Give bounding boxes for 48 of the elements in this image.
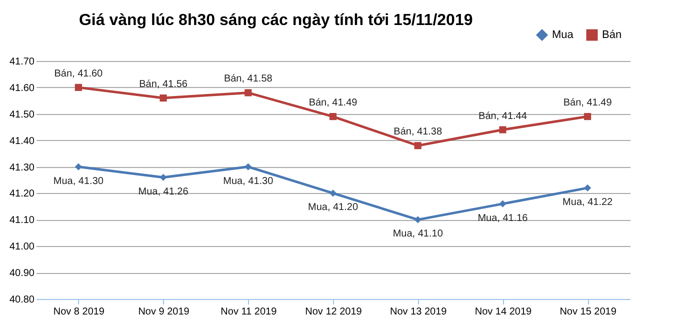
y-tick-label: 41.00 [9, 242, 35, 253]
y-tick-label: 40.80 [9, 294, 35, 306]
x-tick-label: Nov 14 2019 [474, 306, 532, 318]
y-tick-label: 41.60 [9, 82, 35, 94]
data-label: Bán, 41.49 [308, 98, 358, 109]
point [499, 126, 506, 134]
y-tick-label: 41.30 [9, 162, 35, 174]
data-label: Mua, 41.30 [223, 176, 274, 187]
x-tick-label: Nov 15 2019 [560, 306, 617, 318]
data-label: Bán, 41.56 [139, 79, 188, 90]
point [329, 190, 337, 197]
y-tick-label: 40.90 [9, 268, 35, 280]
y-tick-label: 41.50 [9, 109, 35, 120]
point [160, 94, 167, 102]
chart-title: Giá vàng lúc 8h30 sáng các ngày tính tới 15/11/2019 [78, 12, 473, 29]
x-tick-label: Nov 13 2019 [390, 306, 448, 318]
data-label: Bán, 41.44 [478, 110, 528, 122]
point [160, 174, 167, 181]
y-tick-label: 41.40 [9, 136, 35, 147]
data-label: Mua, 41.10 [392, 228, 444, 240]
data-label: Bán, 41.60 [54, 68, 104, 80]
point [329, 112, 337, 120]
point [74, 163, 82, 170]
legend-label: Bán [602, 29, 622, 41]
y-tick-label: 41.10 [9, 215, 35, 226]
data-label: Mua, 41.22 [562, 196, 614, 208]
point [499, 200, 506, 208]
legend-label: Mua [552, 29, 574, 41]
x-tick-label: Nov 11 2019 [220, 306, 278, 318]
data-label: Mua, 41.20 [308, 202, 358, 214]
y-tick-label: 41.70 [9, 56, 35, 68]
data-label: Mua, 41.16 [478, 212, 528, 224]
point [584, 112, 592, 120]
point [244, 89, 252, 96]
x-tick-label: Nov 12 2019 [305, 306, 362, 318]
data-label: Bán, 41.38 [394, 126, 442, 138]
data-label: Bán, 41.49 [563, 98, 612, 109]
point [74, 84, 82, 91]
y-tick-label: 41.20 [9, 188, 35, 200]
data-label: Mua, 41.26 [138, 186, 189, 198]
point [414, 216, 422, 224]
data-label: Mua, 41.30 [53, 176, 104, 187]
x-tick-label: Nov 8 2019 [53, 306, 105, 318]
data-label: Bán, 41.58 [224, 74, 273, 85]
point [244, 163, 252, 170]
point [584, 184, 592, 192]
point [414, 142, 422, 150]
x-tick-label: Nov 9 2019 [138, 306, 190, 318]
